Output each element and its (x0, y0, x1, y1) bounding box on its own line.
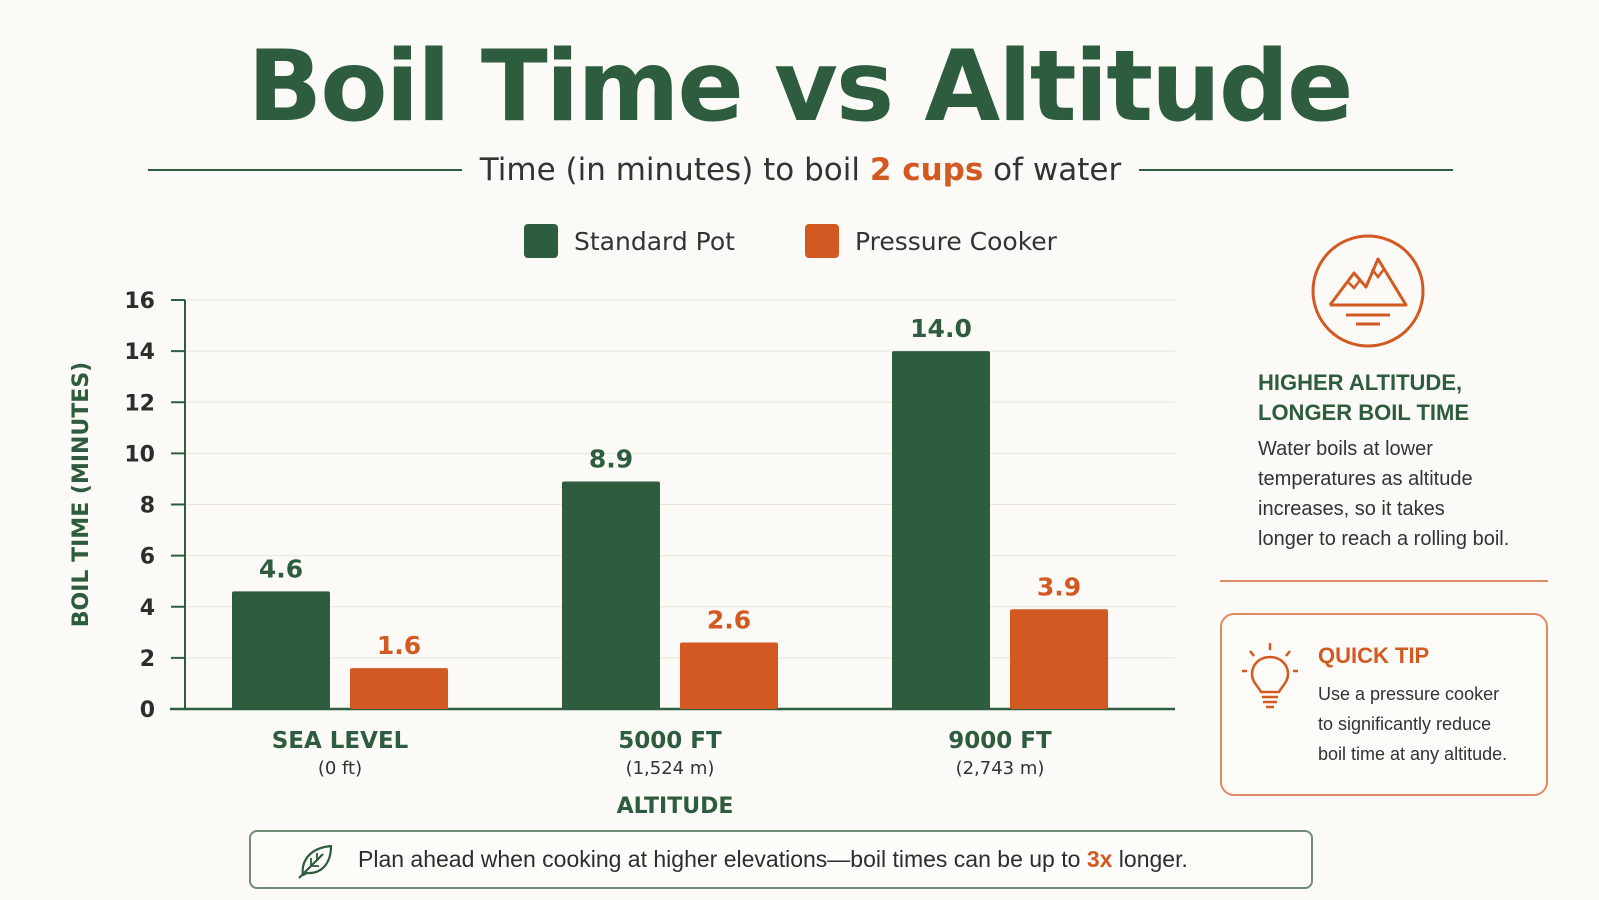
subtitle-highlight: 2 cups (869, 152, 984, 188)
footer-note-text: Plan ahead when cooking at higher elevat… (358, 846, 1188, 873)
side-heading: HIGHER ALTITUDE, LONGER BOIL TIME (1258, 368, 1558, 428)
side-heading-line-2: LONGER BOIL TIME (1258, 400, 1470, 425)
legend-swatch-pressure-cooker (804, 224, 839, 258)
footer-note-highlight: 3x (1086, 846, 1113, 872)
y-tick-label: 16 (124, 289, 155, 314)
y-tick-label: 8 (140, 494, 155, 519)
bar-standard-pot (562, 481, 660, 709)
bar-value-label: 4.6 (259, 554, 303, 583)
y-tick-label: 4 (140, 596, 155, 621)
legend-swatch-standard-pot (524, 224, 558, 258)
subtitle-prefix: Time (in minutes) to boil (479, 152, 870, 188)
side-body-line-3: increases, so it takes (1258, 498, 1445, 520)
chart-legend: Standard Pot Pressure Cooker (524, 224, 1057, 258)
bar-pressure-cooker (350, 668, 448, 709)
x-category-sublabel: (1,524 m) (626, 758, 715, 779)
bar-value-label: 14.0 (910, 314, 972, 343)
x-category-sublabel: (2,743 m) (956, 758, 1045, 779)
subtitle-rule-left (148, 169, 462, 171)
subtitle-rule-right (1139, 169, 1453, 171)
subtitle-row: Time (in minutes) to boil 2 cups of wate… (148, 148, 1453, 192)
subtitle: Time (in minutes) to boil 2 cups of wate… (480, 152, 1121, 188)
footer-note-prefix: Plan ahead when cooking at higher elevat… (358, 846, 1087, 872)
footer-note-suffix: longer. (1112, 846, 1188, 872)
bar-value-label: 8.9 (589, 444, 633, 473)
bar-value-label: 3.9 (1037, 572, 1081, 601)
x-category-label: 9000 FT (948, 728, 1052, 754)
side-body-line-1: Water boils at lower (1258, 438, 1433, 460)
bar-pressure-cooker (680, 642, 778, 709)
x-category-label: 5000 FT (618, 728, 722, 754)
y-axis-label: BOIL TIME (MINUTES) (69, 362, 94, 627)
bar-chart: 0 2 4 6 8 10 12 14 16 BOIL TIME (MINUTES) 4.6 1.6 SE… (69, 289, 1175, 819)
page-title: Boil Time vs Altitude (247, 30, 1354, 144)
quick-tip-box: QUICK TIP Use a pressure cooker to signi… (1220, 613, 1548, 796)
subtitle-suffix: of water (983, 152, 1122, 188)
y-tick-label: 14 (124, 340, 155, 365)
x-category-sublabel: (0 ft) (318, 758, 362, 779)
x-axis-label: ALTITUDE (617, 794, 734, 819)
y-tick-label: 2 (140, 647, 155, 672)
side-body-line-2: temperatures as altitude (1258, 468, 1473, 490)
side-body: Water boils at lower temperatures as alt… (1258, 434, 1558, 554)
bar-value-label: 1.6 (377, 631, 421, 660)
side-divider (1220, 580, 1548, 582)
bar-standard-pot (892, 351, 990, 709)
y-tick-label: 0 (140, 698, 155, 723)
bar-pressure-cooker (1010, 609, 1108, 709)
quick-tip-body: Use a pressure cooker to significantly r… (1318, 679, 1540, 769)
legend-label-pressure-cooker: Pressure Cooker (854, 226, 1057, 256)
y-tick-label: 6 (140, 545, 155, 570)
mountain-icon (1311, 234, 1425, 348)
footer-note: Plan ahead when cooking at higher elevat… (249, 830, 1313, 889)
legend-item-pressure-cooker: Pressure Cooker (804, 224, 1057, 258)
quick-tip-line-1: Use a pressure cooker (1318, 684, 1500, 704)
legend-label-standard-pot: Standard Pot (574, 226, 735, 256)
y-tick-label: 12 (124, 391, 155, 416)
side-body-line-4: longer to reach a rolling boil. (1258, 528, 1510, 550)
x-category-label: SEA LEVEL (272, 728, 409, 754)
y-tick-label: 10 (124, 442, 155, 467)
quick-tip-line-2: to significantly reduce (1318, 714, 1492, 734)
quick-tip-line-3: boil time at any altitude. (1318, 744, 1508, 764)
side-heading-line-1: HIGHER ALTITUDE, (1258, 370, 1463, 395)
quick-tip-title: QUICK TIP (1318, 643, 1430, 668)
legend-item-standard-pot: Standard Pot (524, 224, 735, 258)
leaf-icon (298, 844, 333, 879)
bar-standard-pot (232, 591, 330, 709)
lightbulb-icon (1242, 643, 1298, 709)
bar-value-label: 2.6 (707, 606, 751, 635)
